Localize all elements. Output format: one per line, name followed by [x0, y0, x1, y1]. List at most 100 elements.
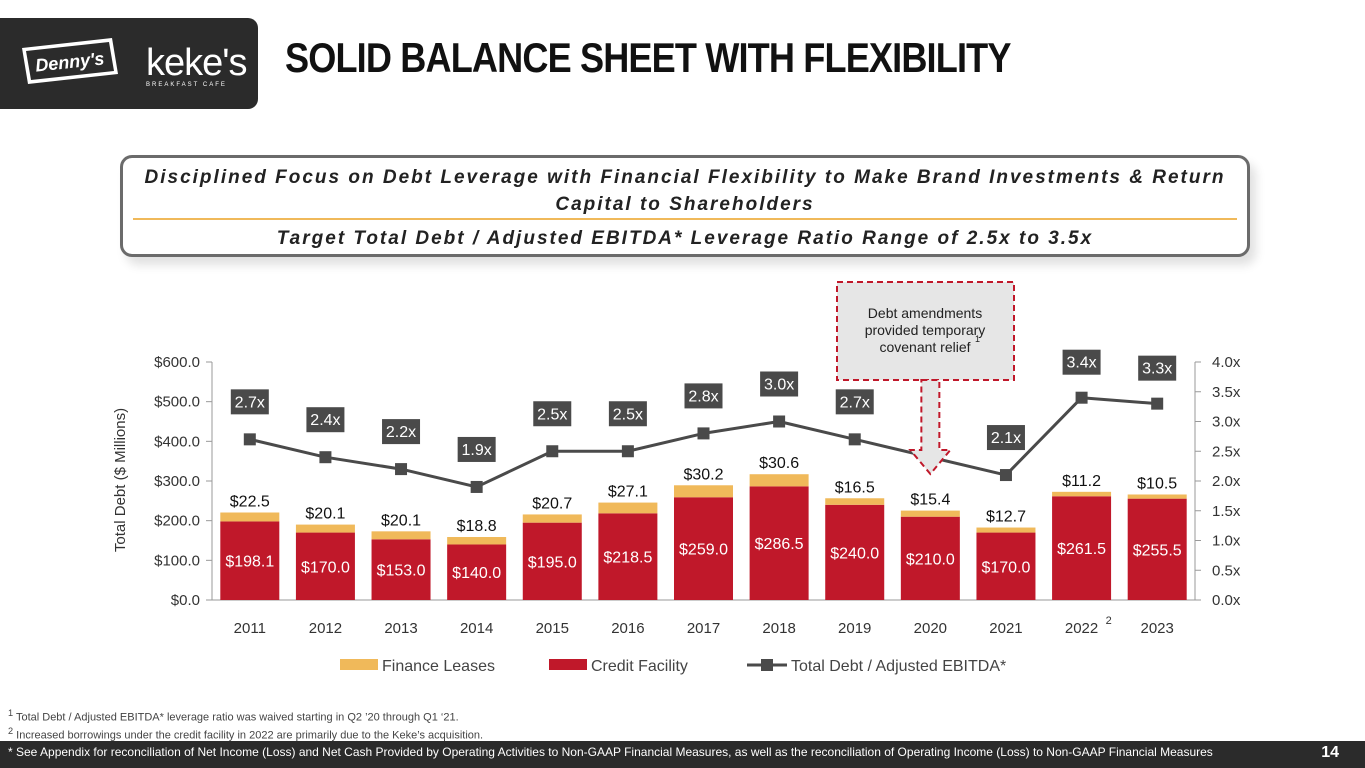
credit-facility-label: $286.5	[755, 536, 804, 553]
finance-lease-bar	[371, 531, 431, 540]
finance-lease-bar	[220, 512, 280, 522]
ratio-line	[249, 396, 1158, 489]
ratio-label: 2.5x	[613, 406, 643, 423]
ratio-point	[999, 469, 1012, 482]
ratio-point	[395, 463, 408, 476]
left-axis-tick-label: $300.0	[154, 473, 200, 490]
ratio-label-box	[306, 407, 345, 433]
finance-lease-label: $16.5	[835, 479, 875, 496]
finance-lease-label: $12.7	[986, 509, 1026, 526]
ratio-label-box	[533, 401, 572, 427]
finance-lease-bar	[976, 527, 1036, 533]
legend-ratio-label: Total Debt / Adjusted EBITDA*	[791, 658, 1006, 675]
credit-facility-label: $170.0	[981, 559, 1030, 576]
right-axis-tick-label: 2.0x	[1212, 473, 1241, 490]
credit-facility-bar	[371, 539, 431, 600]
ratio-label: 1.9x	[462, 442, 492, 459]
ratio-point	[697, 427, 710, 440]
right-axis-tick-label: 1.5x	[1212, 503, 1241, 520]
right-axis-tick-label: 3.0x	[1212, 414, 1241, 431]
credit-facility-label: $170.0	[301, 559, 350, 576]
x-tick-label: 2015	[536, 620, 569, 637]
y-axis-title: Total Debt ($ Millions)	[112, 408, 129, 552]
ratio-label: 2.4x	[310, 412, 340, 429]
page-number: 14	[1321, 744, 1339, 761]
ratio-point	[319, 451, 332, 464]
ratio-point	[1151, 397, 1164, 410]
ratio-label-box	[230, 389, 269, 415]
credit-facility-bar	[295, 532, 355, 600]
legend-finance-leases-label: Finance Leases	[382, 658, 495, 675]
finance-lease-bar	[1052, 491, 1112, 497]
logo-banner: Denny's keke's BREAKFAST CAFE	[0, 18, 258, 109]
finance-lease-bar	[674, 485, 733, 498]
x-tick-label: 2022	[1065, 620, 1098, 637]
ratio-label-box	[1062, 349, 1101, 375]
x-tick-superscript: 2	[1106, 615, 1112, 627]
covenant-annotation-line: Debt amendments	[868, 305, 982, 321]
credit-facility-label: $195.0	[528, 554, 577, 571]
ratio-point	[621, 445, 634, 458]
ratio-point	[773, 415, 786, 428]
credit-facility-label: $255.5	[1133, 542, 1182, 559]
ratio-label: 3.3x	[1142, 361, 1172, 378]
credit-facility-bar	[976, 532, 1036, 600]
covenant-annotation-superscript: 1	[975, 334, 980, 344]
credit-facility-bar	[749, 486, 809, 600]
legend-ratio-marker	[761, 659, 773, 671]
right-axis-tick-label: 0.5x	[1212, 562, 1241, 579]
kekes-logo-word: keke's	[146, 42, 248, 84]
footer-bar: * See Appendix for reconciliation of Net…	[0, 741, 1365, 768]
ratio-label: 2.2x	[386, 424, 416, 441]
legend-credit-facility-label: Credit Facility	[591, 658, 688, 675]
credit-facility-bar	[447, 544, 507, 600]
ratio-label-box	[760, 371, 799, 397]
ratio-point	[470, 480, 483, 493]
credit-facility-label: $240.0	[830, 545, 879, 562]
x-tick-label: 2014	[460, 620, 493, 637]
credit-facility-label: $259.0	[679, 542, 728, 559]
left-axis-tick-label: $100.0	[154, 552, 200, 569]
x-tick-label: 2016	[611, 620, 644, 637]
x-tick-label: 2021	[989, 620, 1022, 637]
ratio-label: 2.5x	[537, 406, 567, 423]
ratio-point	[546, 445, 559, 458]
right-axis-tick-label: 1.0x	[1212, 533, 1241, 550]
finance-lease-label: $22.5	[230, 493, 270, 510]
legend-credit-facility-swatch	[549, 659, 587, 670]
credit-facility-bar	[522, 522, 582, 600]
finance-lease-bar	[295, 524, 355, 533]
ratio-label-box	[684, 383, 723, 409]
finance-lease-bar	[447, 537, 507, 545]
kekes-logo: keke's BREAKFAST CAFE	[146, 42, 248, 88]
left-axis-tick-label: $500.0	[154, 394, 200, 411]
right-axis-tick-label: 2.5x	[1212, 443, 1241, 460]
ratio-label: 2.7x	[235, 394, 265, 411]
debt-chart: $0.0 $100.0 $200.0 $300.0 $400.0 $500.0 $600.0…	[112, 281, 1241, 675]
credit-facility-bar	[220, 521, 280, 600]
finance-lease-label: $20.7	[532, 495, 572, 512]
footer-note: * See Appendix for reconciliation of Net…	[8, 745, 1213, 759]
leverage-callout: Disciplined Focus on Debt Leverage with …	[120, 155, 1250, 257]
ratio-point	[243, 433, 256, 446]
credit-facility-bar	[900, 516, 960, 600]
credit-facility-label: $210.0	[906, 551, 955, 568]
finance-lease-bar	[900, 510, 960, 517]
x-tick-label: 2017	[687, 620, 720, 637]
callout-target-text: Target Total Debt / Adjusted EBITDA* Lev…	[276, 228, 1094, 249]
x-tick-label: 2018	[762, 620, 795, 637]
ratio-point	[1075, 391, 1088, 404]
ratio-label-box	[835, 389, 874, 415]
finance-lease-bar	[749, 474, 809, 487]
left-axis-tick-label: $400.0	[154, 433, 200, 450]
covenant-annotation-line: covenant relief	[879, 339, 970, 355]
credit-facility-bar	[1127, 498, 1187, 600]
finance-lease-label: $30.6	[759, 455, 799, 472]
ratio-label: 2.7x	[840, 394, 870, 411]
credit-facility-label: $218.5	[603, 550, 652, 567]
x-tick-label: 2019	[838, 620, 871, 637]
left-axis-tick-label: $200.0	[154, 513, 200, 530]
x-tick-label: 2020	[914, 620, 947, 637]
finance-lease-label: $27.1	[608, 484, 648, 501]
x-tick-label: 2012	[309, 620, 342, 637]
